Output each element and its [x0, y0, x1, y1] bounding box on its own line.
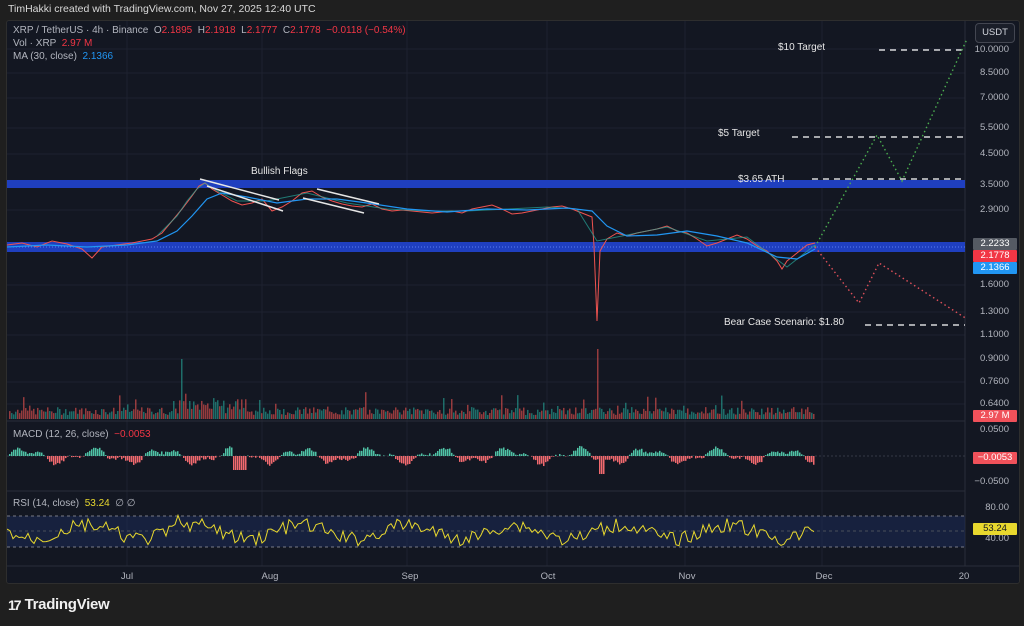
open-value: 2.1895 — [161, 25, 193, 36]
macd-histogram — [9, 445, 815, 474]
chart-frame[interactable]: XRP / TetherUS · 4h · Binance O2.1895 H2… — [6, 20, 1020, 584]
close-price-tag: 2.1778 — [973, 250, 1017, 262]
change-value: −0.0118 (−0.54%) — [326, 25, 406, 36]
rsi-tag: 53.24 — [973, 523, 1017, 535]
tradingview-brand[interactable]: 17 TradingView — [8, 596, 110, 613]
rsi-legend: RSI (14, close) 53.24 ∅ ∅ — [13, 497, 136, 510]
rsi-value: 53.24 — [84, 498, 110, 509]
rsi-line — [7, 513, 815, 547]
currency-button[interactable]: USDT — [975, 23, 1015, 43]
ath-zone — [7, 180, 965, 188]
volume-value: 2.97 M — [61, 38, 93, 49]
last-high-tag: 2.2233 — [973, 238, 1017, 250]
rsi-label[interactable]: RSI (14, close) — [13, 498, 80, 509]
rsi-extra: ∅ ∅ — [115, 498, 136, 509]
chart-credit: TimHakki created with TradingView.com, N… — [8, 3, 316, 15]
volume-label[interactable]: Vol · XRP — [13, 38, 57, 49]
target-5-label: $5 Target — [718, 128, 760, 139]
macd-tick-top: 0.0500 — [979, 424, 1009, 435]
high-value: 2.1918 — [205, 25, 236, 36]
macd-value: −0.0053 — [114, 429, 151, 440]
chart-canvas[interactable] — [7, 21, 1019, 583]
volume-tag: 2.97 M — [973, 410, 1017, 422]
macd-label[interactable]: MACD (12, 26, close) — [13, 429, 109, 440]
target-10-label: $10 Target — [778, 42, 826, 53]
rsi-tick-40: 40.00 — [985, 533, 1009, 544]
symbol-info[interactable]: XRP / TetherUS · 4h · Binance — [13, 25, 149, 36]
low-value: 2.1777 — [246, 25, 278, 36]
tradingview-logo-icon: 17 — [8, 596, 22, 613]
brand-name: TradingView — [24, 596, 110, 613]
macd-tag: −0.0053 — [973, 452, 1017, 464]
chart-legend: XRP / TetherUS · 4h · Binance O2.1895 H2… — [13, 25, 406, 62]
ma-label[interactable]: MA (30, close) — [13, 51, 77, 62]
ath-label: $3.65 ATH — [738, 174, 785, 185]
macd-legend: MACD (12, 26, close) −0.0053 — [13, 428, 151, 441]
close-value: 2.1778 — [290, 25, 321, 36]
bullish-flags-label: Bullish Flags — [251, 166, 308, 177]
support-zone — [7, 242, 965, 252]
rsi-tick-80: 80.00 — [985, 502, 1009, 513]
macd-tick-bottom: −0.0500 — [974, 476, 1009, 487]
volume-bars — [9, 349, 815, 419]
ma-price-tag: 2.1366 — [973, 262, 1017, 274]
ma-value: 2.1366 — [82, 51, 114, 62]
bear-case-label: Bear Case Scenario: $1.80 — [724, 317, 845, 328]
